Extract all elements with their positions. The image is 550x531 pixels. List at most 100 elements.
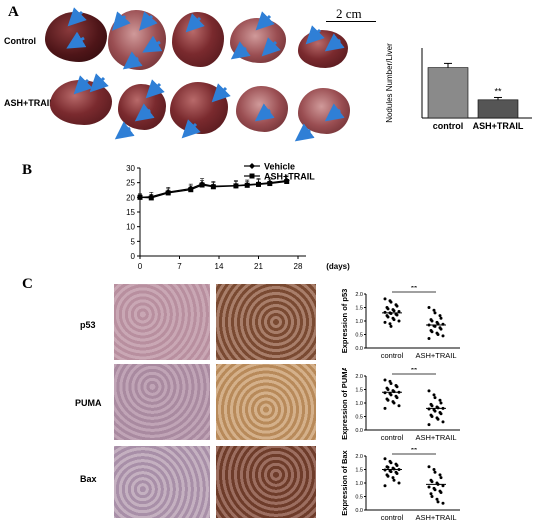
significance-marker: ** (411, 448, 417, 455)
category-label: ASH+TRAIL (415, 433, 456, 442)
y-tick-label: 0.0 (355, 428, 363, 434)
y-tick-label: 5 (131, 237, 136, 246)
data-point (438, 398, 442, 402)
data-point (441, 420, 445, 424)
scatter-chart-bax: Expression of Bax 0.0 0.5 1.0 1.5 2.0 control A… (340, 448, 460, 522)
category-label: ASH+TRAIL (415, 351, 456, 360)
ihc-puma-treated (216, 364, 316, 440)
data-point (386, 465, 390, 469)
data-point (430, 495, 434, 498)
ihc-puma-control (114, 364, 210, 440)
data-point (427, 306, 431, 309)
data-point (386, 398, 390, 402)
data-point (383, 391, 387, 395)
data-point (392, 309, 396, 313)
y-tick-label: 30 (126, 164, 135, 173)
data-point (244, 182, 250, 188)
data-point (433, 470, 437, 474)
data-point (430, 319, 434, 323)
x-tick-label: 7 (177, 262, 182, 271)
scale-bar-label: 2 cm (336, 6, 362, 21)
data-point (137, 194, 143, 200)
data-point (383, 378, 387, 382)
data-point (392, 318, 396, 322)
data-point (389, 382, 393, 386)
category-label: ASH+TRAIL (415, 513, 456, 522)
data-point (199, 182, 205, 188)
data-point (436, 322, 440, 326)
data-point (439, 476, 443, 480)
data-point (383, 468, 387, 472)
data-point (383, 406, 387, 410)
legend-marker (249, 163, 255, 169)
data-point (433, 488, 437, 492)
data-point (397, 310, 401, 314)
y-tick-label: 1.5 (355, 468, 363, 474)
data-point (430, 415, 434, 418)
row-label-control: Control (4, 36, 36, 46)
data-point (210, 184, 216, 190)
data-point (427, 465, 431, 469)
ihc-row-label-bax: Bax (80, 474, 97, 484)
data-point (284, 178, 290, 184)
ihc-panel: p53 PUMA Bax (0, 284, 340, 531)
data-point (432, 468, 436, 471)
x-tick-label: 14 (215, 262, 224, 271)
data-point (267, 181, 273, 187)
data-point (430, 404, 434, 408)
category-label: control (381, 513, 404, 522)
data-point (392, 478, 396, 482)
body-weight-line-chart: Body weight (g) 0 5 10 15 20 25 30 0 7 14 21 28 (days… (120, 162, 350, 272)
ihc-row-label-puma: PUMA (75, 398, 102, 408)
x-tick-label: 0 (138, 262, 143, 271)
data-point (439, 412, 443, 416)
x-tick-label: 28 (294, 262, 303, 271)
data-point (435, 497, 439, 501)
y-tick-label: 15 (126, 208, 135, 217)
data-point (438, 314, 442, 318)
category-label: control (433, 121, 464, 131)
data-point (430, 330, 434, 334)
data-point (433, 311, 437, 315)
data-point (256, 181, 261, 187)
data-point (389, 311, 393, 315)
ihc-bax-control (114, 446, 210, 518)
nodule-arrows (66, 7, 345, 142)
data-point (383, 297, 387, 301)
data-point (436, 406, 440, 410)
significance-marker: ** (411, 368, 417, 375)
data-point (395, 396, 399, 400)
y-tick-label: 0 (131, 252, 136, 261)
y-tick-label: 1.0 (355, 319, 363, 325)
category-label: control (381, 433, 404, 442)
data-point (395, 463, 399, 467)
data-point (389, 461, 393, 465)
y-tick-label: 1.5 (355, 388, 363, 394)
data-point (427, 337, 431, 341)
data-point (383, 457, 387, 461)
y-axis-label: Expression of p53 (340, 289, 349, 354)
legend-label: ASH+TRAIL (264, 172, 315, 182)
data-point (392, 390, 396, 394)
y-tick-label: 0.5 (355, 415, 363, 421)
data-point (383, 320, 387, 324)
bar (427, 67, 469, 119)
data-point (441, 334, 445, 338)
y-axis-label: Body weight (g) (120, 175, 121, 250)
data-point (438, 473, 442, 477)
panel-c-label: C (22, 276, 33, 292)
ihc-row-label-p53: p53 (80, 320, 96, 330)
data-point (441, 484, 445, 488)
data-point (165, 190, 171, 196)
y-axis-label: Nodules Number/Liver (385, 43, 394, 123)
bar (477, 99, 519, 119)
y-tick-label: 2.0 (355, 292, 363, 298)
data-point (397, 319, 401, 323)
panel-b-label: B (22, 162, 33, 178)
data-point (392, 401, 396, 405)
data-point (427, 389, 431, 393)
data-point (397, 481, 401, 485)
data-point (233, 183, 239, 189)
data-point (432, 393, 436, 397)
data-point (441, 501, 445, 505)
